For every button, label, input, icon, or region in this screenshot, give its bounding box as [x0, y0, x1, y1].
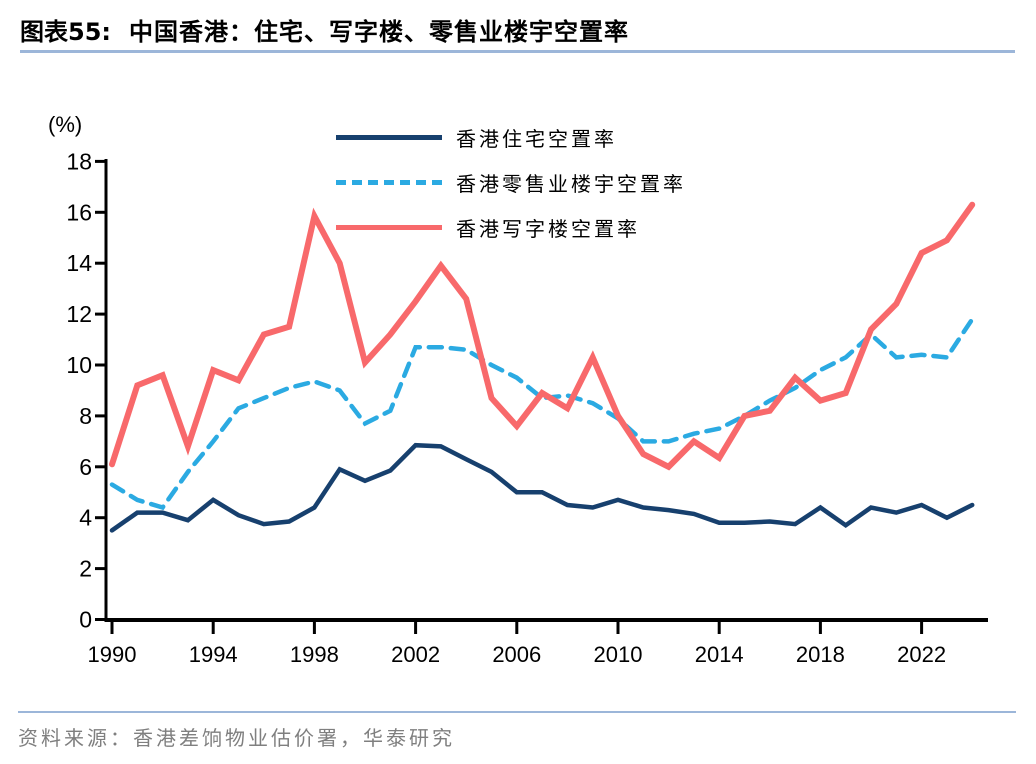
y-axis-tick-label: 4 — [79, 505, 92, 531]
y-axis-unit-label: (%) — [48, 112, 82, 137]
y-axis-tick-label: 2 — [79, 556, 92, 582]
footer-divider — [18, 711, 1016, 713]
office-line-swatch — [336, 225, 442, 230]
x-axis-tick-label: 2018 — [796, 642, 845, 667]
title-underline — [20, 50, 1015, 53]
x-axis-tick-label: 2006 — [492, 642, 541, 667]
x-axis-tick-label: 2002 — [391, 642, 440, 667]
y-axis-tick-label: 10 — [66, 352, 92, 378]
x-axis-tick-label: 1998 — [290, 642, 339, 667]
y-axis-tick-label: 18 — [66, 148, 92, 174]
legend-label-retail: 香港零售业楼宇空置率 — [456, 172, 686, 196]
source-note: 资料来源：香港差饷物业估价署，华泰研究 — [18, 726, 455, 750]
x-axis-tick-label: 2014 — [695, 642, 744, 667]
x-axis-tick-label: 1994 — [189, 642, 238, 667]
legend-item-retail: 香港零售业楼宇空置率 — [336, 160, 686, 205]
chart-title: 图表55: 中国香港：住宅、写字楼、零售业楼宇空置率 — [20, 12, 629, 47]
x-axis-tick-label: 1990 — [88, 642, 137, 667]
y-axis-tick-label: 14 — [66, 250, 92, 276]
chart-legend: 香港住宅空置率 香港零售业楼宇空置率 香港写字楼空置率 — [336, 115, 686, 250]
legend-label-residential: 香港住宅空置率 — [456, 127, 617, 151]
residential-line-swatch — [336, 135, 442, 140]
retail-line-swatch — [336, 180, 442, 185]
y-axis-tick-label: 8 — [79, 403, 92, 429]
series-line-office — [109, 201, 976, 471]
y-axis-tick-label: 6 — [79, 454, 92, 480]
chart-number: 图表55: — [20, 18, 111, 46]
series-line-retail — [109, 316, 975, 511]
series-line-residential — [109, 442, 975, 533]
y-axis-tick-label: 16 — [66, 199, 92, 225]
legend-item-office: 香港写字楼空置率 — [336, 205, 686, 250]
x-axis-tick-label: 2022 — [897, 642, 946, 667]
y-axis-tick-label: 12 — [66, 301, 92, 327]
y-axis-tick-label: 0 — [79, 607, 92, 633]
legend-item-residential: 香港住宅空置率 — [336, 115, 686, 160]
x-axis-tick-label: 2010 — [594, 642, 643, 667]
legend-label-office: 香港写字楼空置率 — [456, 217, 640, 241]
chart-title-text: 中国香港：住宅、写字楼、零售业楼宇空置率 — [129, 18, 629, 46]
